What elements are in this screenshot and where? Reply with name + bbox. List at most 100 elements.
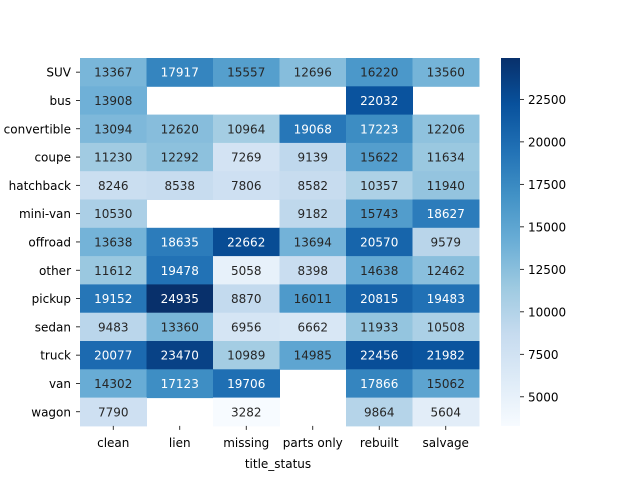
cell-value-label: 17123 (161, 377, 199, 391)
cell-value-label: 9864 (364, 405, 395, 419)
cell-value-label: 3282 (231, 405, 262, 419)
y-tick-label: pickup (32, 292, 71, 306)
heatmap-cell (213, 284, 280, 314)
cell-value-label: 7790 (98, 405, 129, 419)
heatmap-cell (412, 142, 480, 172)
y-tick-label: sedan (35, 320, 71, 334)
cell-value-label: 9139 (297, 151, 328, 165)
cell-value-label: 24935 (161, 292, 199, 306)
heatmap-cell (213, 341, 280, 370)
heatmap-cell (213, 397, 280, 427)
colorbar-tick-label: 17500 (528, 178, 566, 192)
cell-value-label: 12620 (161, 122, 199, 136)
cell-value-label: 23470 (161, 349, 199, 363)
cell-value-label: 15743 (360, 207, 398, 221)
cell-value-label: 14302 (94, 377, 132, 391)
cell-value-label: 22456 (360, 349, 398, 363)
cell-value-label: 7806 (231, 179, 262, 193)
heatmap-cell (80, 58, 147, 87)
heatmap-cell (412, 199, 480, 229)
cell-value-label: 17917 (161, 66, 199, 80)
x-tick-label: clean (97, 436, 129, 450)
cell-value-label: 10357 (360, 179, 398, 193)
heatmap-cell (146, 312, 214, 342)
y-tick-label: wagon (31, 405, 71, 419)
heatmap-cell (279, 284, 347, 314)
colorbar-gradient (501, 58, 520, 426)
heatmap-cell (80, 86, 147, 116)
y-tick-label: van (49, 377, 71, 391)
heatmap-cell (146, 142, 214, 172)
cell-value-label: 13367 (94, 66, 132, 80)
cell-value-label: 11612 (94, 264, 132, 278)
cell-value-label: 12206 (427, 122, 465, 136)
heatmap-cell (80, 142, 147, 172)
cell-value-label: 21982 (427, 349, 465, 363)
cell-value-label: 11634 (427, 151, 465, 165)
heatmap-cell (213, 171, 280, 200)
heatmap-cell (346, 312, 413, 342)
heatmap-cell (346, 227, 413, 257)
heatmap-cell (346, 171, 413, 200)
cell-value-label: 19706 (227, 377, 265, 391)
heatmap-cell (279, 312, 347, 342)
heatmap-cell (412, 369, 480, 399)
cell-value-label: 10964 (227, 122, 265, 136)
heatmap-cell (412, 341, 480, 370)
colorbar-tick-label: 20000 (528, 135, 566, 149)
heatmap-cell (146, 256, 214, 285)
x-tick-label: salvage (423, 436, 469, 450)
cell-value-label: 10989 (227, 349, 265, 363)
colorbar-tick-label: 5000 (528, 390, 559, 404)
heatmap-cell (346, 284, 413, 314)
heatmap-cell (279, 114, 347, 144)
heatmap-cell (346, 341, 413, 370)
cell-value-label: 15622 (360, 151, 398, 165)
cell-value-label: 6662 (297, 320, 328, 334)
heatmap-cell (213, 369, 280, 399)
y-tick-label: SUV (46, 66, 71, 80)
heatmap-cell (146, 58, 214, 87)
heatmap-cell (80, 341, 147, 370)
y-tick-label: convertible (4, 122, 71, 136)
cell-value-label: 5058 (231, 264, 262, 278)
cell-value-label: 8870 (231, 292, 262, 306)
cell-value-label: 17866 (360, 377, 398, 391)
heatmap-cell (279, 199, 347, 229)
heatmap-cell (412, 58, 480, 87)
y-axis: SUV bus convertible coupe hatchback mini-van o… (4, 66, 80, 419)
cell-value-label: 13908 (94, 94, 132, 108)
heatmap-cell (346, 114, 413, 144)
cell-value-label: 13638 (94, 235, 132, 249)
cell-value-label: 19483 (427, 292, 465, 306)
heatmap-cell (213, 227, 280, 257)
x-tick-label: missing (223, 436, 269, 450)
heatmap-cell (146, 227, 214, 257)
heatmap-cell (80, 284, 147, 314)
cell-value-label: 7269 (231, 151, 262, 165)
heatmap-cell (146, 114, 214, 144)
x-axis-title: title_status (245, 457, 311, 471)
x-tick-label: rebuilt (360, 436, 399, 450)
x-tick-label: lien (169, 436, 191, 450)
colorbar-tick-label: 7500 (528, 348, 559, 362)
cell-value-label: 10508 (427, 320, 465, 334)
heatmap-cell (80, 171, 147, 200)
cell-value-label: 9182 (297, 207, 328, 221)
heatmap-cell (279, 341, 347, 370)
cell-value-label: 9483 (98, 320, 129, 334)
cell-value-label: 18635 (161, 235, 199, 249)
cell-value-label: 11940 (427, 179, 465, 193)
heatmap-cell (80, 227, 147, 257)
y-tick-label: bus (50, 94, 71, 108)
y-tick-label: truck (40, 349, 71, 363)
cell-value-label: 20077 (94, 349, 132, 363)
cell-value-label: 12462 (427, 264, 465, 278)
cell-value-label: 15557 (227, 66, 265, 80)
heatmap-cell (80, 114, 147, 144)
heatmap-cell (80, 199, 147, 229)
cell-value-label: 11933 (360, 320, 398, 334)
y-tick-label: offroad (28, 235, 71, 249)
y-tick-label: other (39, 264, 71, 278)
cell-value-label: 13094 (94, 122, 132, 136)
